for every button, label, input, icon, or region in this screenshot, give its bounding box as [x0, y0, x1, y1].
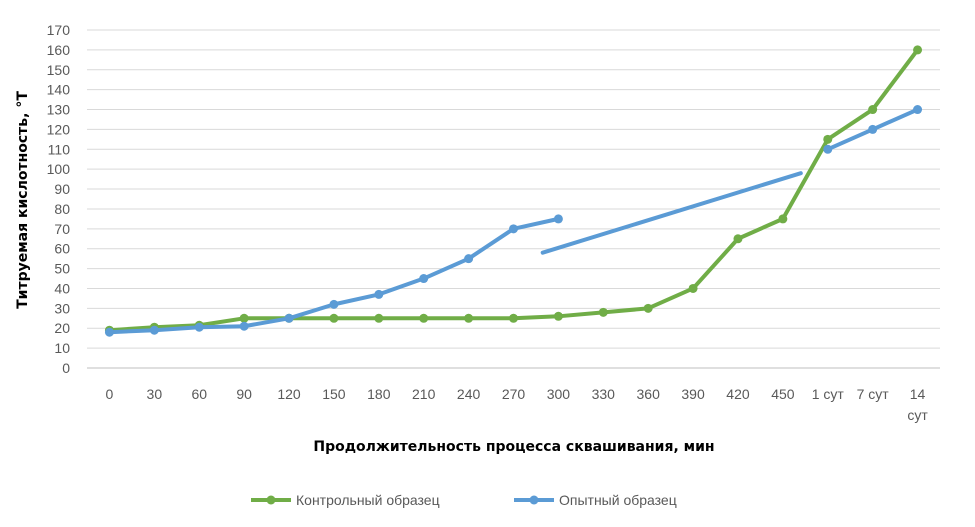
y-tick-label: 30 [54, 300, 70, 316]
data-point-1 [374, 313, 384, 323]
y-tick-label: 10 [54, 340, 70, 356]
x-tick-label: 90 [236, 386, 252, 402]
y-tick-label: 40 [54, 280, 70, 296]
y-tick-label: 60 [54, 241, 70, 257]
x-axis-ticks: 0 30 60 90 120 150 180 210 240 270 300 330 360 390 420… [106, 386, 929, 423]
x-tick-label: 60 [191, 386, 207, 402]
x-tick-label: 7 сут [857, 386, 890, 402]
data-point-2 [823, 144, 833, 154]
x-tick-label: 270 [502, 386, 526, 402]
data-point-2 [913, 105, 923, 115]
y-tick-label: 150 [47, 62, 71, 78]
x-tick-label: 0 [106, 386, 114, 402]
x-tick-label: 120 [277, 386, 301, 402]
y-tick-label: 170 [47, 22, 71, 38]
x-tick-label: 360 [637, 386, 661, 402]
data-point-1 [913, 45, 923, 55]
x-tick-label: 150 [322, 386, 346, 402]
y-tick-label: 120 [47, 121, 71, 137]
data-point-2 [239, 321, 249, 331]
data-point-2 [329, 299, 339, 309]
y-axis-title: Титруемая кислотность, °Т [15, 91, 31, 309]
y-tick-label: 130 [47, 102, 71, 118]
data-point-1 [329, 313, 339, 323]
legend: Контрольный образец Опытный образец [251, 492, 677, 508]
y-tick-label: 0 [62, 360, 70, 376]
data-point-2 [194, 322, 204, 332]
legend-swatch-marker [529, 495, 539, 505]
data-point-1 [239, 313, 249, 323]
y-tick-label: 70 [54, 221, 70, 237]
legend-item-control: Контрольный образец [251, 492, 440, 508]
data-point-2 [104, 327, 114, 337]
x-tick-label: 330 [592, 386, 616, 402]
x-axis-title: Продолжительность процесса сквашивания, … [313, 439, 714, 455]
data-point-2 [464, 254, 474, 264]
y-tick-label: 100 [47, 161, 71, 177]
x-tick-label: 300 [547, 386, 571, 402]
trend-segment [540, 171, 803, 255]
data-point-1 [733, 234, 743, 244]
x-tick-label: 450 [771, 386, 795, 402]
data-point-2 [419, 274, 429, 284]
y-tick-label: 50 [54, 261, 70, 277]
legend-item-experimental: Опытный образец [514, 492, 677, 508]
data-point-2 [509, 224, 518, 234]
legend-label: Опытный образец [559, 492, 677, 508]
x-tick-label: 30 [147, 386, 163, 402]
gridlines [87, 29, 940, 369]
y-tick-label: 80 [54, 201, 70, 217]
data-point-2 [553, 214, 563, 224]
legend-swatch-marker [266, 495, 276, 505]
annotation-layer [540, 171, 803, 255]
x-tick-label: 1 сут [812, 386, 845, 402]
x-tick-label: 14 [910, 386, 926, 402]
data-point-1 [464, 313, 474, 323]
data-point-2 [374, 289, 384, 299]
data-point-1 [419, 313, 429, 323]
y-axis-ticks: 0 10 20 30 40 50 60 70 80 90 100 110 120 130 140 150 160… [47, 22, 71, 376]
data-point-2 [868, 124, 878, 134]
series-layer [104, 45, 923, 337]
data-point-1 [868, 105, 878, 115]
x-tick-label: сут [907, 407, 928, 423]
y-tick-label: 140 [47, 82, 71, 98]
data-point-1 [598, 307, 608, 317]
data-point-1 [643, 303, 653, 313]
y-tick-label: 90 [54, 181, 70, 197]
data-point-1 [509, 313, 518, 323]
y-tick-label: 110 [48, 141, 71, 157]
x-tick-label: 240 [457, 386, 481, 402]
x-tick-label: 180 [367, 386, 391, 402]
x-tick-label: 390 [681, 386, 705, 402]
x-tick-label: 420 [726, 386, 750, 402]
y-tick-label: 160 [47, 42, 71, 58]
y-tick-label: 20 [54, 320, 70, 336]
x-tick-label: 210 [412, 386, 436, 402]
data-point-1 [778, 214, 788, 224]
data-point-1 [688, 283, 698, 293]
data-point-1 [823, 134, 833, 144]
data-point-1 [553, 311, 563, 321]
data-point-2 [149, 325, 159, 335]
legend-label: Контрольный образец [296, 492, 440, 508]
data-point-2 [284, 313, 294, 323]
